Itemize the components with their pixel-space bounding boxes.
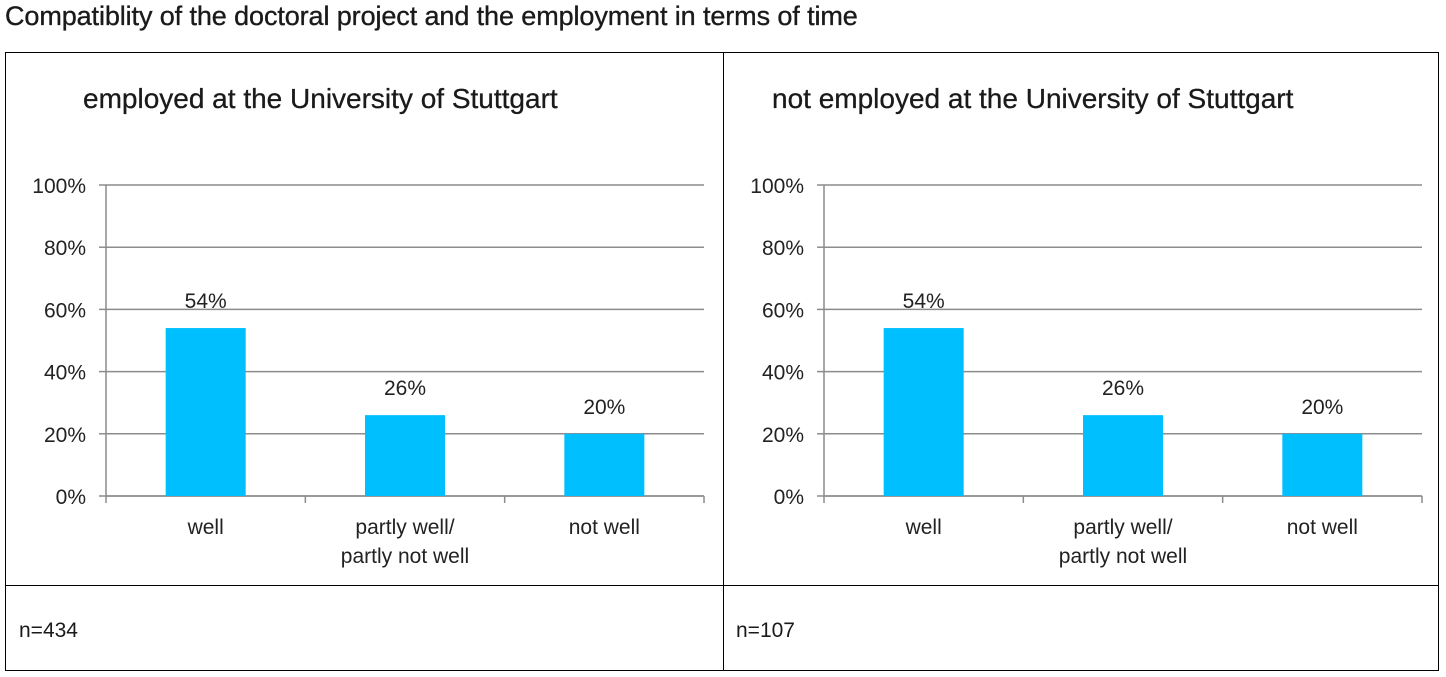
x-category-label: well (905, 516, 942, 539)
bar-1 (365, 415, 445, 496)
right-bar-chart: 0% 20% 40% 60% 80% 100% 54% well 26% partly well/… (750, 175, 1423, 568)
left-bar-chart: 0% 20% 40% 60% 80% 100% 54% well 26% partly well/… (32, 175, 705, 568)
left-sample-size: n=434 (19, 619, 78, 642)
y-tick-label: 40% (44, 362, 86, 385)
x-category-label: not well (1287, 516, 1358, 539)
right-chart-title: not employed at the University of Stuttg… (772, 83, 1294, 114)
right-chart-cell: not employed at the University of Stuttg… (724, 53, 1440, 585)
bar-1 (1083, 415, 1163, 496)
column-divider (723, 53, 724, 670)
data-label: 26% (384, 377, 426, 400)
x-category-label: not well (569, 516, 640, 539)
data-label: 20% (583, 396, 625, 419)
x-category-label: partly well/ (355, 516, 454, 539)
x-category-label: partly not well (341, 545, 469, 568)
bar-0 (165, 328, 246, 496)
y-tick-label: 0% (774, 486, 804, 509)
y-tick-label: 60% (44, 299, 86, 322)
y-tick-label: 0% (56, 486, 86, 509)
left-chart-cell: employed at the University of Stuttgart … (6, 53, 723, 585)
x-category-label: well (187, 516, 224, 539)
bar-2 (1282, 433, 1363, 496)
charts-table: employed at the University of Stuttgart … (5, 52, 1439, 671)
y-tick-label: 20% (762, 424, 804, 447)
bar-0 (883, 328, 964, 496)
row-divider (6, 585, 1438, 586)
y-tick-label: 40% (762, 362, 804, 385)
page-title: Compatiblity of the doctoral project and… (5, 1, 858, 31)
data-label: 20% (1301, 396, 1343, 419)
x-category-label: partly not well (1059, 545, 1187, 568)
data-label: 26% (1102, 377, 1144, 400)
right-sample-size: n=107 (736, 619, 795, 642)
data-label: 54% (903, 290, 945, 313)
y-tick-label: 100% (750, 175, 804, 198)
y-tick-label: 80% (762, 237, 804, 260)
left-chart-title: employed at the University of Stuttgart (83, 83, 558, 114)
y-tick-label: 100% (32, 175, 86, 198)
bar-2 (564, 433, 645, 496)
x-category-label: partly well/ (1073, 516, 1172, 539)
y-tick-label: 20% (44, 424, 86, 447)
y-tick-label: 60% (762, 299, 804, 322)
y-tick-label: 80% (44, 237, 86, 260)
data-label: 54% (185, 290, 227, 313)
